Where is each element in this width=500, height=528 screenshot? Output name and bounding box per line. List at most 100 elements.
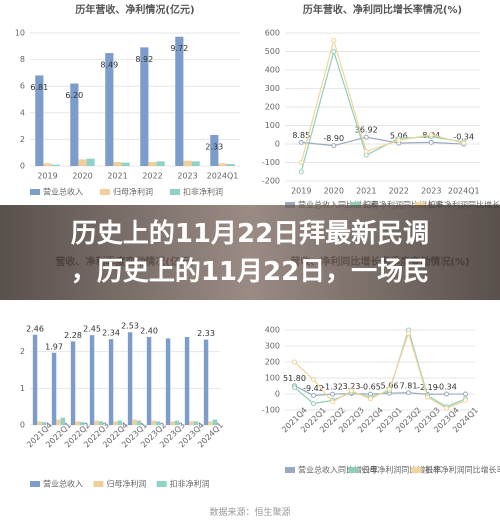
chart-title: 历年营收、净利情况(亿元) xyxy=(75,3,194,16)
bar xyxy=(79,422,85,425)
legend-label: 归母净利润同比增长率 xyxy=(361,465,441,475)
bar xyxy=(226,164,235,166)
legend-swatch xyxy=(156,481,167,487)
bar xyxy=(51,352,57,425)
bar xyxy=(155,421,161,425)
line xyxy=(294,331,466,410)
legend-label: 扣非净利润同比增长率 xyxy=(428,200,500,210)
data-label: 51.80 xyxy=(283,374,306,383)
legend-swatch xyxy=(93,481,104,487)
chart-title: 历年营收、净利同比增长率情况(%) xyxy=(303,3,462,16)
y-tick-label: 0 xyxy=(20,421,25,430)
y-tick-label: 500 xyxy=(265,47,280,56)
bar xyxy=(191,161,200,166)
data-label: 1.97 xyxy=(45,342,63,351)
point xyxy=(463,397,468,403)
y-tick-label: 1 xyxy=(20,384,25,393)
point xyxy=(331,37,337,43)
x-tick-label: 2024Q1 xyxy=(448,187,480,196)
point xyxy=(444,391,449,397)
y-tick-label: 100 xyxy=(265,374,280,383)
line xyxy=(300,49,464,172)
bar xyxy=(60,417,66,425)
data-label: -0.34 xyxy=(453,133,474,142)
legend-label: 扣非净利润 xyxy=(183,187,223,197)
banner: 历史上的11月22日拜最新民调 ，历史上的11月22日，一场民 xyxy=(0,205,500,300)
x-tick-label: 2020 xyxy=(324,187,344,196)
legend-swatch xyxy=(170,189,180,195)
legend-label: 营业总收入 xyxy=(43,479,83,489)
data-label: -0.34 xyxy=(436,383,457,392)
bar xyxy=(208,421,213,425)
point xyxy=(349,388,354,394)
point xyxy=(292,385,297,391)
data-label: 2.45 xyxy=(83,325,101,334)
x-tick-label: 2021 xyxy=(356,187,376,196)
bar xyxy=(70,341,76,425)
x-tick-label: 2019 xyxy=(291,187,311,196)
bar xyxy=(78,159,87,166)
bar xyxy=(35,75,44,166)
point xyxy=(428,132,434,138)
data-label: 2.33 xyxy=(197,329,215,338)
point xyxy=(428,139,434,145)
point xyxy=(425,394,430,400)
y-tick-label: 2 xyxy=(20,347,25,356)
data-label: 6.20 xyxy=(65,91,83,100)
point xyxy=(311,377,316,383)
bar xyxy=(86,158,95,166)
point xyxy=(363,148,369,154)
bar xyxy=(127,332,133,425)
data-label: 6.81 xyxy=(30,83,48,92)
bar xyxy=(212,419,218,425)
data-label: -1.32 xyxy=(322,383,343,392)
data-label: 8.49 xyxy=(100,61,118,70)
legend-swatch xyxy=(100,189,110,195)
point xyxy=(311,401,316,407)
bar xyxy=(203,339,209,425)
bar xyxy=(184,337,190,425)
point xyxy=(368,396,373,402)
banner-line: 历史上的11月22日拜最新民调 xyxy=(70,219,430,249)
data-label: 8.92 xyxy=(135,55,153,64)
point xyxy=(396,137,402,143)
point xyxy=(331,49,337,54)
bar xyxy=(189,421,194,425)
legend-swatch xyxy=(411,467,422,473)
point xyxy=(463,391,468,397)
point xyxy=(406,390,411,396)
data-label: -8.90 xyxy=(323,134,344,143)
y-tick-label: -100 xyxy=(262,406,280,415)
data-label: 8.85 xyxy=(292,131,310,140)
line xyxy=(300,38,464,163)
point xyxy=(331,143,337,149)
source: 数据来源：恒生聚源 xyxy=(209,508,291,518)
point xyxy=(311,393,316,399)
y-tick-label: 200 xyxy=(265,103,280,112)
y-tick-label: 300 xyxy=(265,342,280,351)
bar xyxy=(113,162,122,166)
bar xyxy=(51,164,60,166)
bar xyxy=(140,47,149,166)
bar xyxy=(210,135,219,166)
bar xyxy=(32,334,38,425)
point xyxy=(461,140,467,146)
legend-swatch xyxy=(30,189,40,195)
bar xyxy=(108,339,114,425)
bar xyxy=(136,420,142,425)
y-tick-label: 300 xyxy=(265,84,280,93)
legend-label: 归母净利润 xyxy=(113,187,153,197)
data-label: 2.53 xyxy=(121,322,139,331)
legend-swatch xyxy=(30,481,40,487)
x-tick-label: 2023 xyxy=(421,187,441,196)
point xyxy=(363,134,369,140)
y-tick-label: 2 xyxy=(20,135,25,144)
bar xyxy=(56,419,61,425)
bar xyxy=(170,421,175,425)
y-tick-label: 100 xyxy=(265,121,280,130)
x-tick-label: 2021 xyxy=(107,172,127,181)
legend-swatch xyxy=(348,467,359,473)
bar xyxy=(41,422,47,425)
